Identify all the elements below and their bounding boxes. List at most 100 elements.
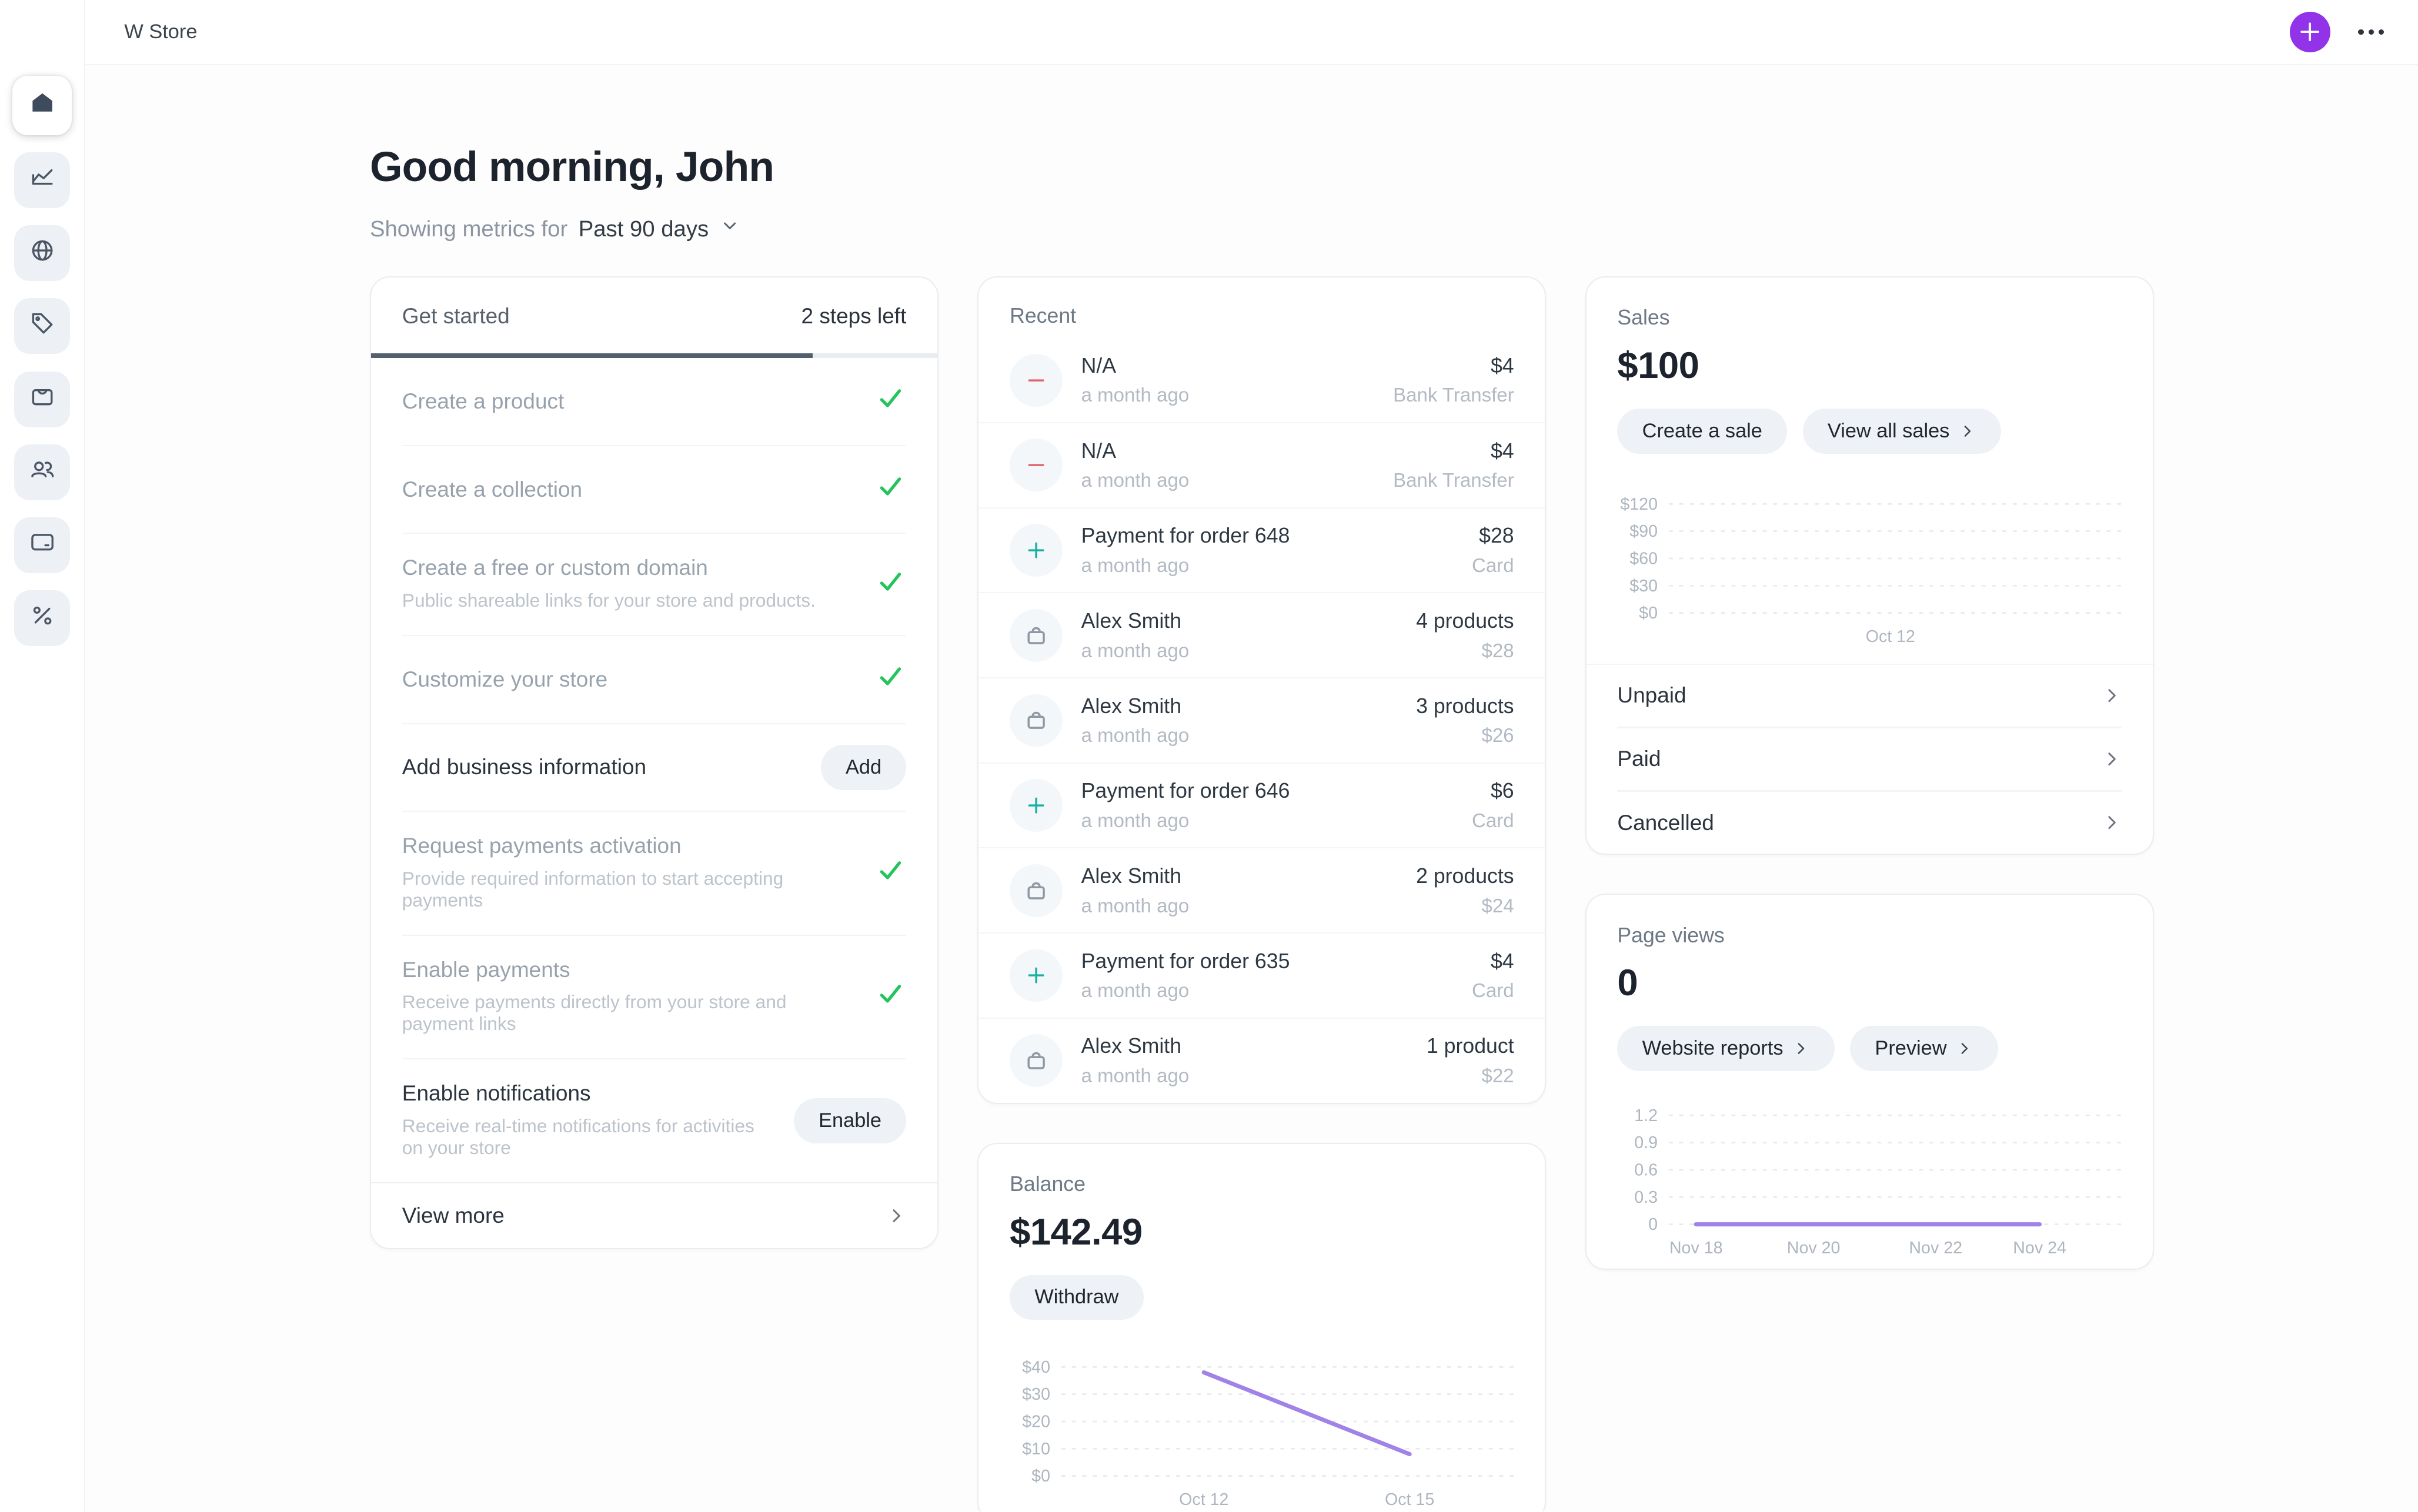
sidebar-item-analytics[interactable] [14, 152, 71, 209]
chevron-right-icon [1956, 1040, 1973, 1057]
analytics-icon [28, 162, 57, 198]
item-sub: Card [1472, 979, 1514, 1002]
main-content: Good morning, John Showing metrics for P… [85, 65, 2418, 1512]
sidebar [0, 0, 86, 1512]
recent-list-item[interactable]: Payment for order 635 a month ago $4 Card [978, 932, 1545, 1018]
item-amount: $4 [1490, 949, 1514, 973]
sidebar-item-customers[interactable] [14, 444, 71, 500]
svg-text:$60: $60 [1629, 549, 1658, 568]
sidebar-item-discounts[interactable] [14, 590, 71, 647]
item-time: a month ago [1081, 894, 1190, 916]
check-icon [875, 471, 906, 508]
enable-notifications-button[interactable]: Enable [793, 1098, 907, 1143]
sidebar-item-home[interactable] [12, 76, 72, 135]
chevron-right-icon [1959, 423, 1976, 440]
steps-left-badge: 2 steps left [801, 303, 907, 328]
bag-icon [1010, 864, 1063, 917]
create-sale-button[interactable]: Create a sale [1617, 408, 1788, 454]
sales-card: Sales $100 Create a sale View all sales … [1585, 276, 2154, 855]
metrics-range-dropdown[interactable]: Showing metrics for Past 90 days [370, 216, 740, 242]
home-icon [28, 88, 57, 123]
task-subtitle: Public shareable links for your store an… [402, 590, 816, 611]
check-icon [875, 855, 906, 892]
plus-icon [1010, 524, 1063, 577]
withdraw-button[interactable]: Withdraw [1010, 1275, 1144, 1320]
svg-text:$0: $0 [1031, 1467, 1050, 1486]
get-started-title: Get started [402, 303, 510, 328]
sidebar-item-products[interactable] [14, 298, 71, 354]
recent-list-item[interactable]: Alex Smith a month ago 4 products $28 [978, 592, 1545, 677]
website-reports-button[interactable]: Website reports [1617, 1026, 1835, 1071]
more-menu-icon[interactable] [2352, 23, 2390, 41]
view-all-sales-button[interactable]: View all sales [1802, 408, 2001, 454]
progress-bar [370, 353, 938, 358]
recent-list-item[interactable]: Payment for order 648 a month ago $28 Card [978, 507, 1545, 593]
item-sub: Card [1472, 809, 1514, 831]
minus-icon [1010, 353, 1063, 407]
task-create-product[interactable]: Create a product [402, 358, 907, 445]
chevron-right-icon [2102, 812, 2122, 832]
plus-icon [1010, 949, 1063, 1002]
item-sub: Bank Transfer [1393, 469, 1514, 491]
task-enable-notifications[interactable]: Enable notifications Receive real-time n… [402, 1058, 907, 1182]
sales-title: Sales [1617, 306, 1670, 330]
get-started-card: Get started 2 steps left Create a produc… [369, 276, 939, 1250]
svg-text:$30: $30 [1022, 1385, 1050, 1404]
svg-text:1.2: 1.2 [1634, 1106, 1658, 1125]
recent-list-item[interactable]: Alex Smith a month ago 2 products $24 [978, 847, 1545, 932]
item-title: N/A [1081, 353, 1117, 377]
item-title: N/A [1081, 439, 1117, 463]
item-time: a month ago [1081, 554, 1190, 576]
svg-text:$120: $120 [1621, 494, 1658, 513]
sidebar-item-payments[interactable] [14, 517, 71, 574]
preview-button[interactable]: Preview [1850, 1026, 1998, 1071]
svg-text:0.6: 0.6 [1634, 1160, 1658, 1179]
chevron-down-icon [720, 216, 740, 242]
divider [1617, 727, 2122, 728]
svg-text:$40: $40 [1022, 1358, 1050, 1377]
paid-row[interactable]: Paid [1587, 728, 2153, 790]
task-create-domain[interactable]: Create a free or custom domain Public sh… [402, 533, 907, 634]
check-icon [875, 978, 906, 1015]
recent-list-item[interactable]: Alex Smith a month ago 3 products $26 [978, 677, 1545, 762]
add-business-info-button[interactable]: Add [820, 745, 907, 790]
item-time: a month ago [1081, 724, 1190, 747]
task-enable-payments[interactable]: Enable payments Receive payments directl… [402, 934, 907, 1058]
svg-text:0: 0 [1648, 1215, 1658, 1234]
recent-list-item[interactable]: N/A a month ago $4 Bank Transfer [978, 338, 1545, 422]
recent-list-item[interactable]: Alex Smith a month ago 1 product $22 [978, 1017, 1545, 1103]
add-button[interactable] [2290, 12, 2330, 52]
cancelled-row[interactable]: Cancelled [1587, 792, 2153, 854]
task-customize-store[interactable]: Customize your store [402, 634, 907, 723]
check-icon [875, 566, 906, 603]
task-create-collection[interactable]: Create a collection [402, 444, 907, 533]
sidebar-item-website[interactable] [14, 225, 71, 282]
topbar: W Store [0, 0, 2418, 65]
svg-text:0.9: 0.9 [1634, 1133, 1658, 1152]
recent-list-item[interactable]: N/A a month ago $4 Bank Transfer [978, 422, 1545, 507]
item-amount: 1 product [1426, 1034, 1514, 1058]
task-request-payments[interactable]: Request payments activation Provide requ… [402, 811, 907, 934]
svg-text:$30: $30 [1629, 577, 1658, 596]
item-time: a month ago [1081, 384, 1190, 406]
task-add-business-info[interactable]: Add business information Add [402, 722, 907, 811]
unpaid-row[interactable]: Unpaid [1587, 665, 2153, 727]
check-icon [875, 661, 906, 698]
plus-icon [2300, 22, 2320, 42]
get-started-list: Create a product Create a collection Cre… [371, 358, 937, 1182]
sidebar-item-orders[interactable] [14, 371, 71, 427]
recent-list-item[interactable]: Payment for order 646 a month ago $6 Card [978, 762, 1545, 848]
progress-fill [370, 353, 813, 358]
item-title: Alex Smith [1081, 864, 1182, 888]
view-more-row[interactable]: View more [370, 1182, 938, 1249]
item-amount: 2 products [1416, 864, 1514, 888]
item-title: Alex Smith [1081, 608, 1182, 633]
svg-text:$10: $10 [1022, 1440, 1050, 1459]
balance-amount: $142.49 [1010, 1211, 1143, 1253]
item-sub: $28 [1481, 639, 1514, 661]
plus-icon [1010, 779, 1063, 832]
globe-icon [28, 236, 57, 271]
page-views-count: 0 [1617, 962, 1638, 1004]
recent-card: Recent N/A a month ago $4 Bank Transfer N/A a… [977, 276, 1547, 1104]
